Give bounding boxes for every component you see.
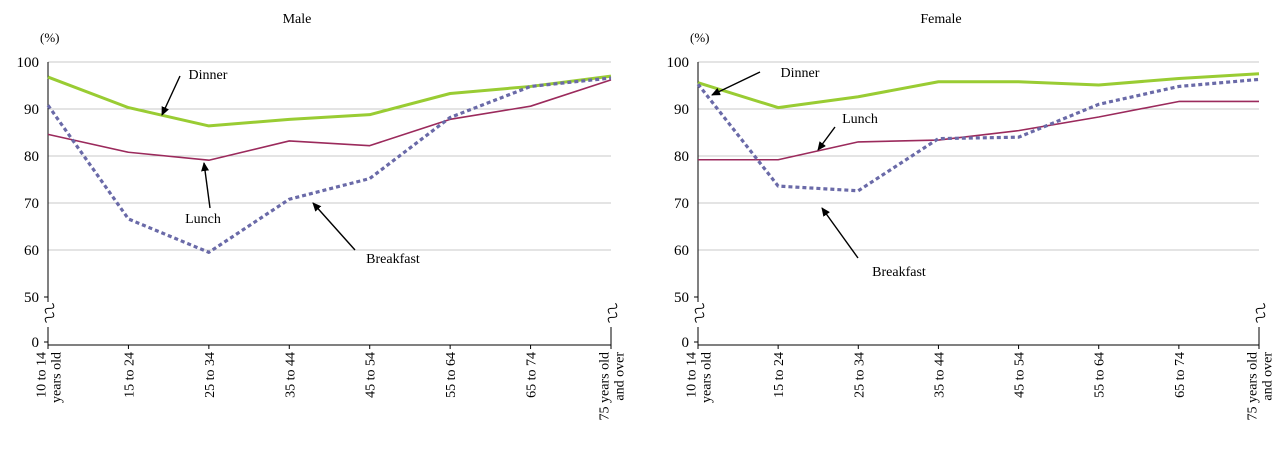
x-tick-label: 10 to 14 bbox=[685, 352, 700, 398]
y-tick-label: 90 bbox=[674, 102, 689, 118]
y-tick-label: 80 bbox=[24, 149, 39, 165]
y-unit-label: (%) bbox=[40, 30, 60, 45]
axis-break-mark bbox=[607, 311, 618, 323]
y-unit-label: (%) bbox=[690, 30, 710, 45]
y-tick-label: 100 bbox=[667, 55, 690, 71]
annotation-arrow-lunch bbox=[201, 162, 211, 209]
series-line-breakfast bbox=[46, 76, 612, 254]
x-tick-label: 65 to 74 bbox=[525, 352, 540, 398]
annotation-arrow-dinner bbox=[161, 75, 181, 116]
y-tick-label: 70 bbox=[24, 196, 39, 212]
series-line-breakfast bbox=[696, 77, 1260, 193]
x-tick-label: 10 to 14 bbox=[35, 352, 50, 398]
axis-break-mark bbox=[694, 311, 705, 323]
chart-panel-female: Female (%) 0 50 60 70 80 90 100 10 to 14 years old… bbox=[667, 12, 1276, 420]
x-tick-label: 75 years old bbox=[1246, 352, 1261, 420]
y-tick-label: 60 bbox=[24, 243, 39, 259]
annotation-arrow-breakfast bbox=[821, 207, 859, 259]
series-line-lunch bbox=[47, 79, 612, 162]
x-tick-label: years old bbox=[50, 352, 65, 403]
axis-break-mark bbox=[1255, 311, 1266, 323]
annotation-arrow-lunch bbox=[817, 126, 836, 151]
annotation-label-lunch: Lunch bbox=[842, 112, 878, 127]
x-tick-label: 35 to 44 bbox=[283, 352, 298, 398]
annotation-label-breakfast: Breakfast bbox=[872, 265, 926, 280]
axis-break-mark bbox=[44, 302, 55, 314]
x-tick-label: 25 to 34 bbox=[203, 352, 218, 398]
chart-title: Female bbox=[920, 12, 961, 27]
annotation-arrow-dinner bbox=[711, 71, 761, 96]
axis-break-mark bbox=[1255, 302, 1266, 314]
x-tick-label: 15 to 24 bbox=[122, 352, 137, 398]
axis-break-mark bbox=[44, 311, 55, 323]
y-tick-label: 80 bbox=[674, 149, 689, 165]
series-line-dinner bbox=[47, 74, 612, 128]
annotation-arrow-breakfast bbox=[312, 202, 356, 251]
x-tick-label: and over bbox=[613, 352, 628, 401]
x-tick-label: 65 to 74 bbox=[1173, 352, 1188, 398]
annotation-label-dinner: Dinner bbox=[781, 66, 820, 81]
y-tick-label: 100 bbox=[17, 55, 40, 71]
y-tick-label: 0 bbox=[682, 335, 690, 351]
axis-break-mark bbox=[694, 302, 705, 314]
x-tick-label: years old bbox=[700, 352, 715, 403]
x-tick-label: 25 to 34 bbox=[852, 352, 867, 398]
y-tick-label: 50 bbox=[674, 290, 689, 306]
annotation-label-lunch: Lunch bbox=[185, 212, 221, 227]
annotation-label-breakfast: Breakfast bbox=[366, 252, 420, 267]
x-tick-label: 55 to 64 bbox=[1093, 352, 1108, 398]
series-line-lunch bbox=[698, 100, 1259, 161]
y-tick-label: 60 bbox=[674, 243, 689, 259]
axis-break-mark bbox=[607, 302, 618, 314]
x-tick-label: 45 to 54 bbox=[1013, 352, 1028, 398]
series-line-dinner bbox=[697, 72, 1260, 110]
x-tick-label: and over bbox=[1261, 352, 1276, 401]
x-tick-label: 45 to 54 bbox=[364, 352, 379, 398]
y-tick-label: 90 bbox=[24, 102, 39, 118]
chart-title: Male bbox=[283, 12, 312, 27]
annotation-label-dinner: Dinner bbox=[189, 68, 228, 83]
chart-panel-male: Male (%) 0 50 60 70 80 90 100 10 to 14 years old 15… bbox=[17, 12, 628, 420]
y-tick-label: 70 bbox=[674, 196, 689, 212]
x-tick-label: 35 to 44 bbox=[932, 352, 947, 398]
y-tick-label: 50 bbox=[24, 290, 39, 306]
x-tick-label: 75 years old bbox=[598, 352, 613, 420]
y-tick-label: 0 bbox=[32, 335, 40, 351]
x-tick-label: 55 to 64 bbox=[444, 352, 459, 398]
x-tick-label: 15 to 24 bbox=[772, 352, 787, 398]
